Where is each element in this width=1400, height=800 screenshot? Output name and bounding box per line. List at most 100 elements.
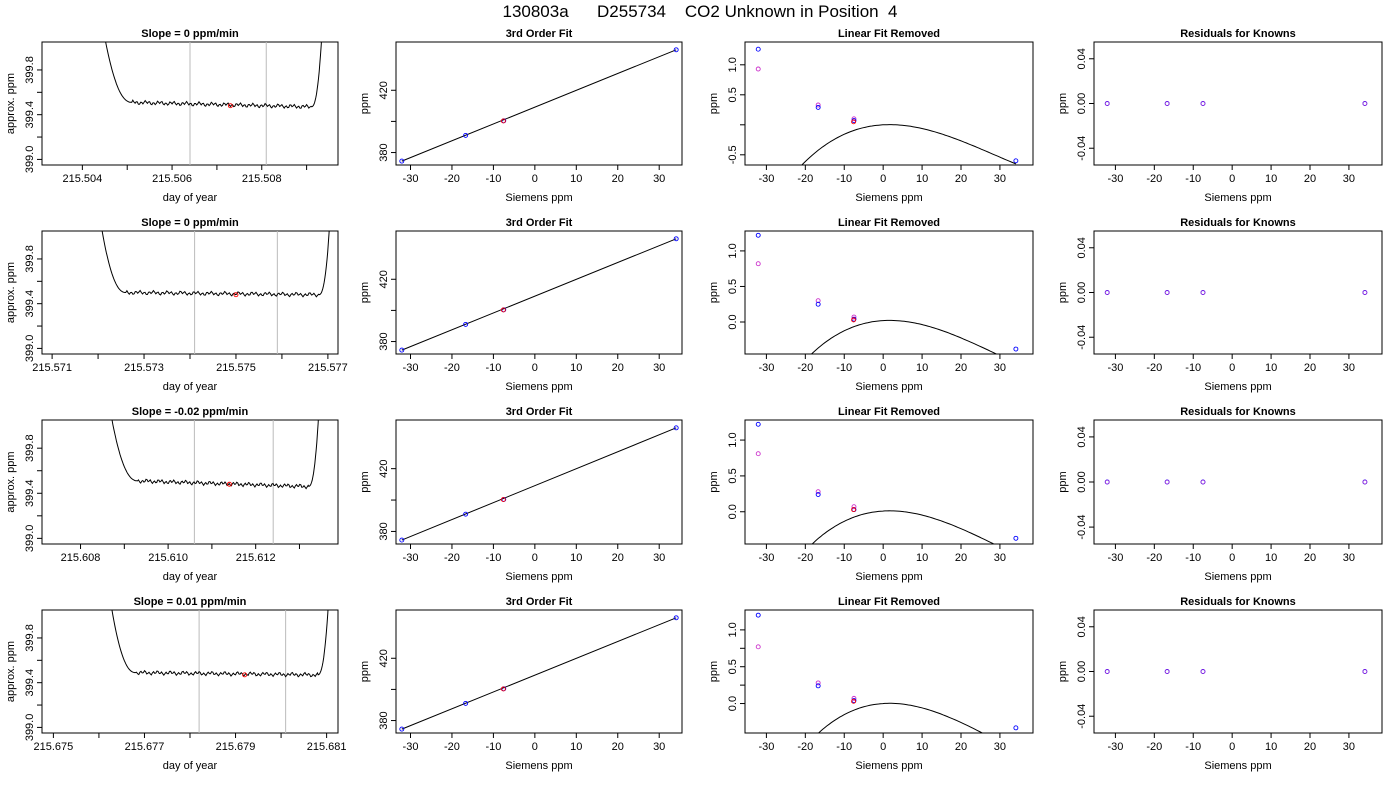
alternate-point (755, 261, 761, 267)
x-tick-label: -30 (758, 552, 774, 564)
known-point (399, 537, 405, 543)
x-tick-label: 10 (916, 362, 928, 374)
y-axis-label: approx. ppm (5, 73, 17, 134)
x-tick-label: 10 (1265, 173, 1277, 185)
x-tick-label: 0 (880, 741, 886, 753)
concentration-trace (111, 420, 319, 490)
y-tick-label: 0.5 (727, 468, 739, 483)
known-point (463, 321, 469, 327)
alternate-point (755, 66, 761, 72)
x-tick-label: 215.608 (61, 552, 101, 564)
residual-point-overlay (1164, 290, 1170, 295)
residual-point-overlay (1200, 290, 1206, 295)
concentration-trace (101, 231, 330, 298)
plot-frame (1093, 41, 1383, 166)
x-tick-label: 215.506 (152, 173, 192, 185)
panel-title: Residuals for Knowns (1180, 596, 1296, 608)
y-tick-label: 380 (378, 332, 390, 350)
alternate-point (755, 451, 761, 457)
x-tick-label: -30 (1107, 552, 1123, 564)
cubic-residual-curve (801, 124, 1017, 165)
x-axis-label: Siemens ppm (1204, 571, 1271, 583)
x-tick-label: 20 (612, 173, 624, 185)
plot-area (101, 231, 330, 354)
residual-point-overlay (1362, 669, 1368, 674)
panel-title: Linear Fit Removed (838, 406, 940, 418)
x-tick-label: -20 (797, 741, 813, 753)
panel-fit-row4: 3rd Order Fit Siemens ppm ppm -30 -20 -10 0 10 2… (359, 596, 683, 772)
y-tick-label: 380 (378, 711, 390, 729)
alternate-point (851, 116, 857, 122)
y-tick-label: 380 (378, 143, 390, 161)
y-axis-label: approx. ppm (5, 451, 17, 512)
x-tick-label: 215.612 (236, 552, 276, 564)
x-tick-label: 20 (1304, 552, 1316, 564)
y-tick-label: 399.4 (24, 669, 36, 697)
x-tick-label: -30 (403, 741, 419, 753)
y-tick-label: 399.8 (24, 245, 36, 273)
y-tick-label: 399.0 (24, 146, 36, 174)
x-tick-label: 30 (1343, 741, 1355, 753)
x-tick-label: -10 (836, 741, 852, 753)
plot-frame (395, 41, 683, 166)
plot-area (399, 47, 679, 164)
x-tick-label: -20 (444, 741, 460, 753)
y-tick-label: 420 (378, 81, 390, 99)
y-tick-label: 420 (378, 270, 390, 288)
x-tick-label: -10 (485, 173, 501, 185)
x-tick-label: 0 (1229, 552, 1235, 564)
y-tick-label: 399.8 (24, 434, 36, 462)
x-tick-label: 215.679 (216, 741, 256, 753)
y-axis-label: approx. ppm (5, 262, 17, 323)
panel-residuals-row4: Residuals for Knowns Siemens ppm ppm -30 -20… (1057, 596, 1383, 772)
plot-frame (41, 609, 339, 734)
residual-point-overlay (1362, 101, 1368, 106)
known-point (399, 158, 405, 164)
x-tick-label: -30 (403, 362, 419, 374)
known-point (815, 492, 821, 497)
y-tick-label: 1.0 (727, 243, 739, 258)
x-tick-label: -10 (485, 741, 501, 753)
x-tick-label: 0 (880, 552, 886, 564)
known-point (1013, 535, 1019, 541)
y-tick-label: 399.0 (24, 335, 36, 363)
x-tick-label: -10 (836, 362, 852, 374)
fit-line (401, 427, 677, 541)
panel-residuals-row1: Residuals for Knowns Siemens ppm ppm -30 -20… (1057, 28, 1383, 204)
y-tick-label: 380 (378, 522, 390, 540)
panel-linear_removed-row1: Linear Fit Removed Siemens ppm ppm -30 -20 -1… (708, 28, 1034, 204)
unknown-point (851, 507, 857, 513)
plot-frame (1093, 230, 1383, 355)
y-axis-label: ppm (1057, 471, 1069, 492)
x-tick-label: -30 (758, 362, 774, 374)
known-point (1013, 725, 1019, 731)
x-tick-label: -20 (1146, 173, 1162, 185)
y-tick-label: 0.00 (1076, 93, 1088, 114)
panel-fit-row2: 3rd Order Fit Siemens ppm ppm -30 -20 -10 0 10 2… (359, 217, 683, 393)
y-tick-label: 399.8 (24, 624, 36, 652)
panel-residuals-row3: Residuals for Knowns Siemens ppm ppm -30 -20… (1057, 406, 1383, 583)
residual-point-overlay (1104, 669, 1110, 674)
x-tick-label: 30 (653, 741, 665, 753)
y-tick-label: -0.04 (1076, 704, 1088, 729)
x-tick-label: 10 (916, 552, 928, 564)
x-tick-label: 20 (955, 552, 967, 564)
plot-frame (41, 230, 339, 355)
cubic-residual-curve (817, 702, 984, 733)
x-tick-label: 20 (955, 741, 967, 753)
x-tick-label: 215.504 (62, 173, 102, 185)
x-axis-label: day of year (163, 381, 218, 393)
y-tick-label: -0.04 (1076, 515, 1088, 540)
x-tick-label: -20 (1146, 741, 1162, 753)
panel-residuals-row2: Residuals for Knowns Siemens ppm ppm -30 -20… (1057, 217, 1383, 393)
y-axis-label: ppm (708, 471, 720, 492)
panel-title: Residuals for Knowns (1180, 217, 1296, 229)
known-point (673, 425, 679, 431)
x-tick-label: 215.610 (148, 552, 188, 564)
y-axis-label: ppm (359, 93, 371, 114)
plot-area (1104, 101, 1368, 106)
y-tick-label: 0.5 (727, 659, 739, 674)
y-tick-label: 399.0 (24, 525, 36, 553)
residual-point-overlay (1362, 479, 1368, 485)
x-tick-label: -30 (758, 173, 774, 185)
